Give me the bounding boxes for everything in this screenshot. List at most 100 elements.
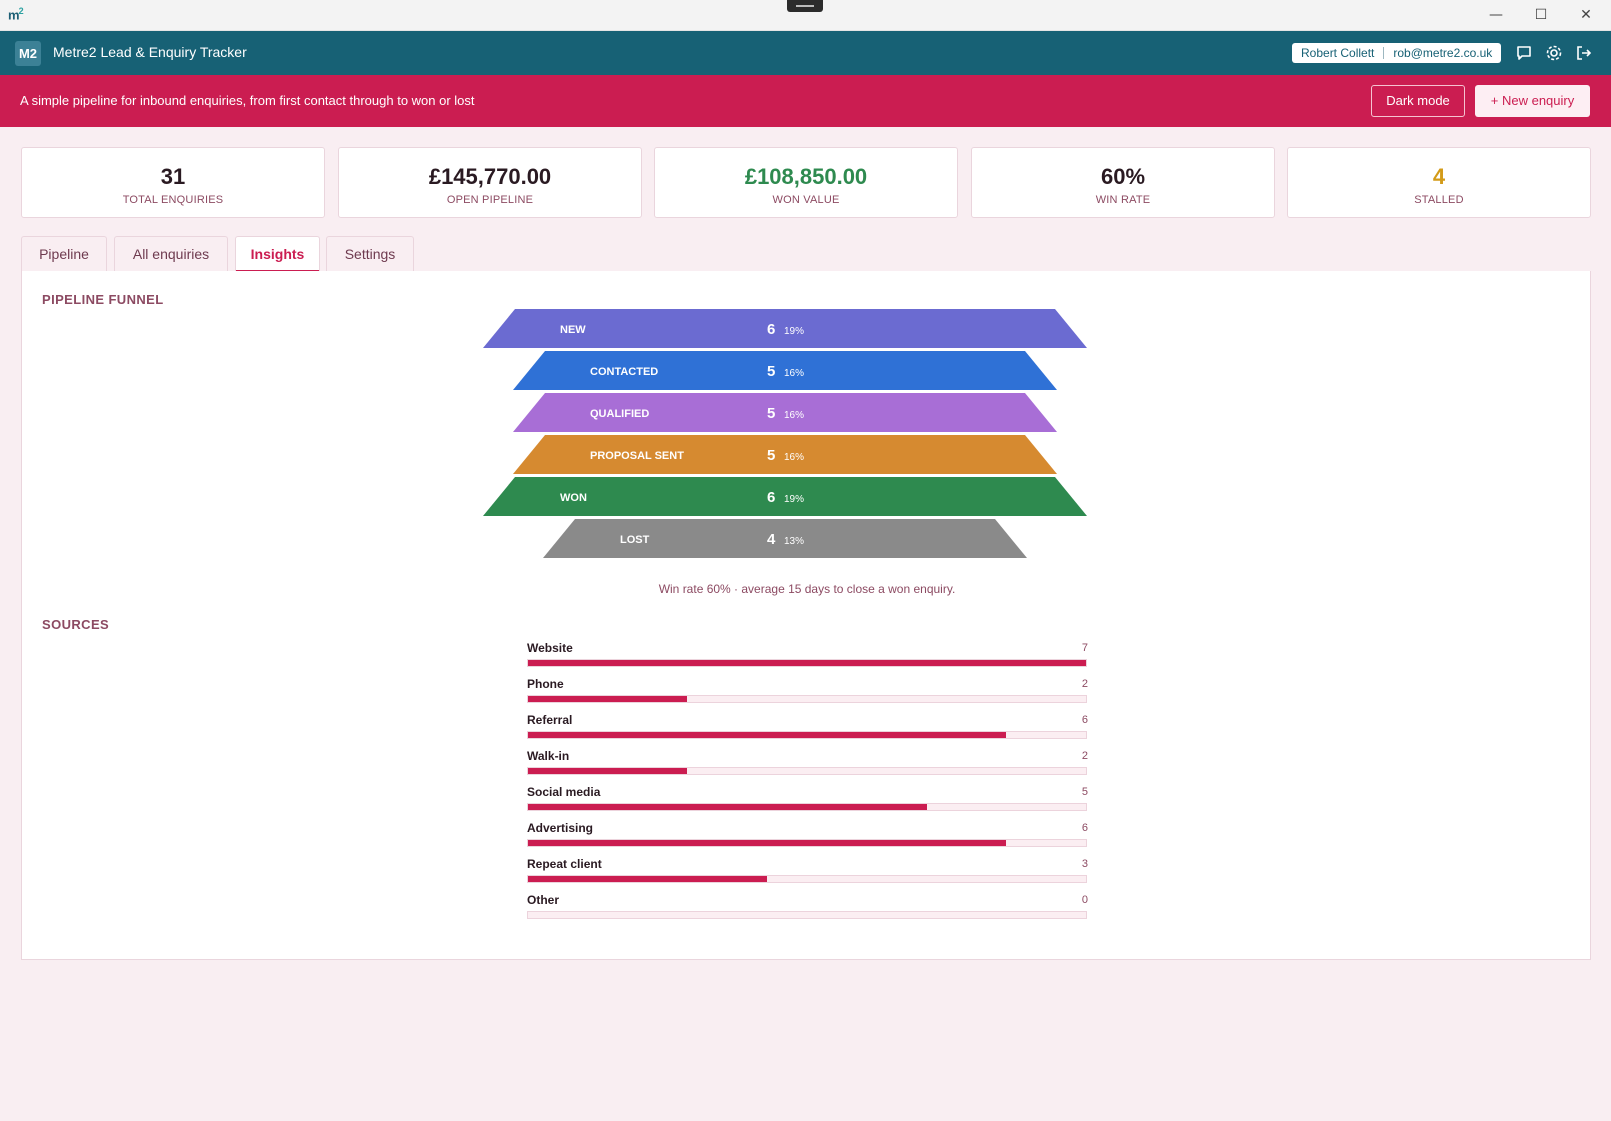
close-button[interactable]: ✕ — [1580, 7, 1592, 23]
settings-icon[interactable] — [1543, 42, 1565, 64]
source-bar — [528, 876, 768, 882]
stat-value: 31 — [160, 164, 186, 189]
source-name: Walk-in — [527, 749, 570, 763]
source-row: Social media 5 — [526, 785, 1088, 815]
funnel-stage-label: PROPOSAL SENT — [590, 450, 684, 462]
funnel-stage-new — [483, 309, 1087, 348]
tab-insights[interactable]: Insights — [235, 236, 320, 273]
source-bar-track — [527, 695, 1087, 703]
app-title: Metre2 Lead & Enquiry Tracker — [53, 44, 247, 60]
source-count: 6 — [1081, 822, 1088, 834]
source-bar-track — [527, 911, 1087, 919]
tab-settings[interactable]: Settings — [326, 236, 414, 272]
source-row: Repeat client 3 — [526, 857, 1088, 887]
app-logo-icon: m2 — [8, 6, 24, 23]
stat-label: WIN RATE — [1095, 194, 1151, 206]
funnel-stage-percent: 16% — [784, 410, 804, 421]
source-row: Website 7 — [526, 641, 1088, 671]
funnel-stage-won — [483, 477, 1087, 516]
user-email: rob@metre2.co.uk — [1393, 46, 1493, 60]
sources-title: SOURCES — [42, 617, 110, 632]
source-row: Advertising 6 — [526, 821, 1088, 851]
funnel-stage-percent: 16% — [784, 452, 804, 463]
funnel-stage-label: QUALIFIED — [590, 408, 649, 420]
source-bar — [528, 804, 927, 810]
funnel-stage-proposal-sent — [513, 435, 1057, 474]
source-name: Other — [527, 893, 560, 907]
pipeline-funnel-chart: NEW 6 19% CONTACTED 5 16% QUALIFIED 5 16% PROPOSA… — [483, 309, 1087, 558]
stat-label: WON VALUE — [772, 194, 840, 206]
source-bar — [528, 840, 1007, 846]
source-row: Walk-in 2 — [526, 749, 1088, 779]
funnel-stage-count: 4 — [767, 531, 776, 548]
source-name: Website — [527, 641, 573, 655]
banner-text: A simple pipeline for inbound enquiries,… — [20, 93, 475, 108]
source-count: 2 — [1081, 678, 1088, 690]
window-drag-handle[interactable] — [787, 0, 823, 12]
source-row: Phone 2 — [526, 677, 1088, 707]
stat-card-stalled: 4 STALLED — [1287, 147, 1591, 218]
stat-label: TOTAL ENQUIRIES — [122, 194, 224, 206]
funnel-stage-count: 6 — [767, 321, 775, 338]
source-name: Social media — [527, 785, 601, 799]
source-count: 0 — [1081, 894, 1088, 906]
source-bar-track — [527, 803, 1087, 811]
stat-value: 60% — [1100, 164, 1146, 189]
source-name: Repeat client — [527, 857, 602, 871]
logout-icon[interactable] — [1573, 42, 1595, 64]
user-pill-divider — [1383, 47, 1385, 59]
banner: A simple pipeline for inbound enquiries,… — [0, 75, 1611, 127]
new-enquiry-button[interactable]: + New enquiry — [1475, 85, 1590, 117]
funnel-stage-label: WON — [560, 492, 587, 504]
funnel-stage-count: 5 — [767, 405, 775, 422]
stat-value: 4 — [1432, 164, 1446, 189]
funnel-stage-label: NEW — [560, 324, 586, 336]
tab-pipeline[interactable]: Pipeline — [21, 236, 107, 272]
funnel-note: Win rate 60% · average 15 days to close … — [658, 582, 956, 596]
tab-all-enquiries[interactable]: All enquiries — [114, 236, 228, 272]
chat-icon[interactable] — [1513, 42, 1535, 64]
source-bar — [528, 768, 688, 774]
stat-card-total-enquiries: 31 TOTAL ENQUIRIES — [21, 147, 325, 218]
funnel-title: PIPELINE FUNNEL — [42, 292, 164, 307]
source-row: Other 0 — [526, 893, 1088, 923]
maximize-button[interactable]: ☐ — [1534, 7, 1548, 23]
source-bar-track — [527, 875, 1087, 883]
funnel-stage-percent: 19% — [784, 326, 804, 337]
stat-card-open-pipeline: £145,770.00 OPEN PIPELINE — [338, 147, 642, 218]
source-count: 6 — [1081, 714, 1088, 726]
funnel-stage-count: 5 — [767, 363, 775, 380]
stat-value: £108,850.00 — [744, 164, 868, 189]
source-row: Referral 6 — [526, 713, 1088, 743]
funnel-stage-percent: 13% — [784, 536, 804, 547]
insights-panel: PIPELINE FUNNEL NEW 6 19% CONTACTED 5 16% QUAL… — [21, 271, 1591, 960]
app-badge: M2 — [15, 41, 41, 66]
source-count: 5 — [1081, 786, 1088, 798]
dark-mode-button[interactable]: Dark mode — [1371, 85, 1465, 117]
source-bar-track — [527, 839, 1087, 847]
source-bar — [528, 696, 688, 702]
stat-value: £145,770.00 — [428, 164, 552, 189]
app-header: M2 Metre2 Lead & Enquiry Tracker Robert … — [0, 31, 1611, 75]
minimize-button[interactable]: — — [1489, 7, 1503, 23]
funnel-stage-label: CONTACTED — [590, 366, 658, 378]
funnel-stage-count: 6 — [767, 489, 775, 506]
source-count: 3 — [1081, 858, 1088, 870]
source-name: Advertising — [527, 821, 594, 835]
funnel-stage-label: LOST — [620, 534, 650, 546]
stat-card-won-value: £108,850.00 WON VALUE — [654, 147, 958, 218]
source-bar — [528, 732, 1007, 738]
stat-label: STALLED — [1414, 194, 1464, 206]
stat-card-win-rate: 60% WIN RATE — [971, 147, 1275, 218]
funnel-stage-percent: 19% — [784, 494, 804, 505]
source-bar-track — [527, 767, 1087, 775]
funnel-stage-percent: 16% — [784, 368, 804, 379]
source-bar — [528, 660, 1086, 666]
stat-label: OPEN PIPELINE — [446, 194, 534, 206]
source-bar-track — [527, 731, 1087, 739]
source-count: 2 — [1081, 750, 1088, 762]
funnel-stage-qualified — [513, 393, 1057, 432]
funnel-stage-lost — [543, 519, 1027, 558]
funnel-stage-contacted — [513, 351, 1057, 390]
user-pill[interactable]: Robert Collett rob@metre2.co.uk — [1292, 43, 1502, 63]
